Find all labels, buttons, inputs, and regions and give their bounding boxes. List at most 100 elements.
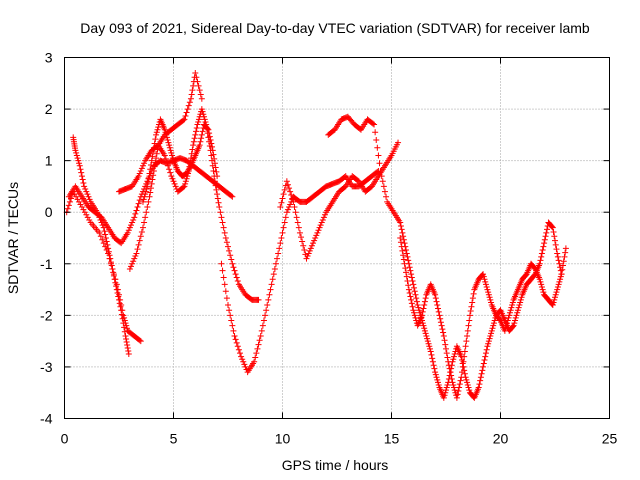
data-point [133,207,140,214]
series-track-d [116,69,205,195]
data-point [196,87,203,94]
data-point [132,210,139,217]
data-point [217,209,224,216]
data-point [496,316,503,323]
data-point [468,303,475,310]
data-point [447,369,454,376]
data-point [400,252,407,259]
data-point [465,322,472,329]
data-point [289,195,296,202]
data-point [84,214,91,221]
data-point [539,286,546,293]
data-point [443,387,449,394]
data-point [399,229,406,236]
data-point [186,165,193,172]
data-point [213,186,220,193]
data-point [406,290,413,297]
data-point [469,299,476,306]
data-point [113,283,120,290]
data-point [120,312,127,319]
data-point [402,265,409,272]
y-axis-ticks: -4 -3 -2 -1 0 1 2 3 [40,50,610,427]
data-point [558,271,565,278]
data-point [514,307,521,314]
data-point [136,197,143,204]
data-point [131,255,138,262]
data-point [143,186,150,193]
data-point [383,193,390,200]
data-point [552,291,559,298]
x-axis-label: GPS time / hours [282,457,389,473]
data-point [76,198,83,205]
data-point [135,173,142,180]
data-point [380,183,387,190]
data-point [295,224,302,231]
data-point [375,152,382,159]
data-point [255,341,262,348]
data-point [193,74,200,81]
data-point [192,69,199,76]
data-point [234,277,241,284]
data-point [194,78,201,85]
data-point [153,150,160,157]
data-point [110,269,117,276]
data-point [438,322,445,329]
data-point [168,173,175,180]
data-point [183,175,190,182]
data-point [433,374,440,381]
data-point [169,155,176,162]
data-point [116,296,122,303]
data-point [210,151,217,158]
data-point [537,278,544,285]
data-point [153,131,160,138]
data-point [193,124,200,131]
data-point [504,317,511,324]
data-point [193,128,200,135]
data-point [71,191,78,198]
data-point [435,305,442,312]
data-point [163,131,170,138]
data-point [440,332,447,339]
data-point [445,362,452,369]
data-point [77,166,84,173]
data-point [443,384,450,391]
data-point [552,241,559,248]
data-point [457,377,464,384]
data-point [510,322,517,329]
data-point [413,298,420,305]
data-point [445,358,452,365]
data-point [99,236,106,243]
data-point [236,350,243,357]
data-point [206,133,213,140]
data-point [450,353,457,360]
data-point [142,214,149,221]
data-point [125,351,132,358]
data-point [312,235,319,241]
data-point [415,304,422,311]
data-point [147,189,154,196]
data-point [189,146,196,153]
data-point [421,302,428,309]
data-point [238,353,245,360]
data-point [137,167,144,174]
data-point [212,182,219,189]
data-point [522,271,529,278]
y-tick-label: 2 [45,101,53,117]
data-point [421,327,428,334]
data-point [79,176,86,183]
data-point [103,238,110,245]
series-track-j [397,235,569,401]
data-point [286,204,293,211]
data-point [397,219,404,226]
data-point [514,309,521,316]
data-point [109,265,116,272]
data-point [459,363,466,370]
data-point [456,384,463,391]
data-point [111,276,118,283]
data-point [429,355,436,362]
data-point [421,298,428,305]
data-point [296,229,303,236]
data-point [515,304,522,311]
x-tick-label: 25 [602,431,618,447]
data-point [469,295,476,302]
